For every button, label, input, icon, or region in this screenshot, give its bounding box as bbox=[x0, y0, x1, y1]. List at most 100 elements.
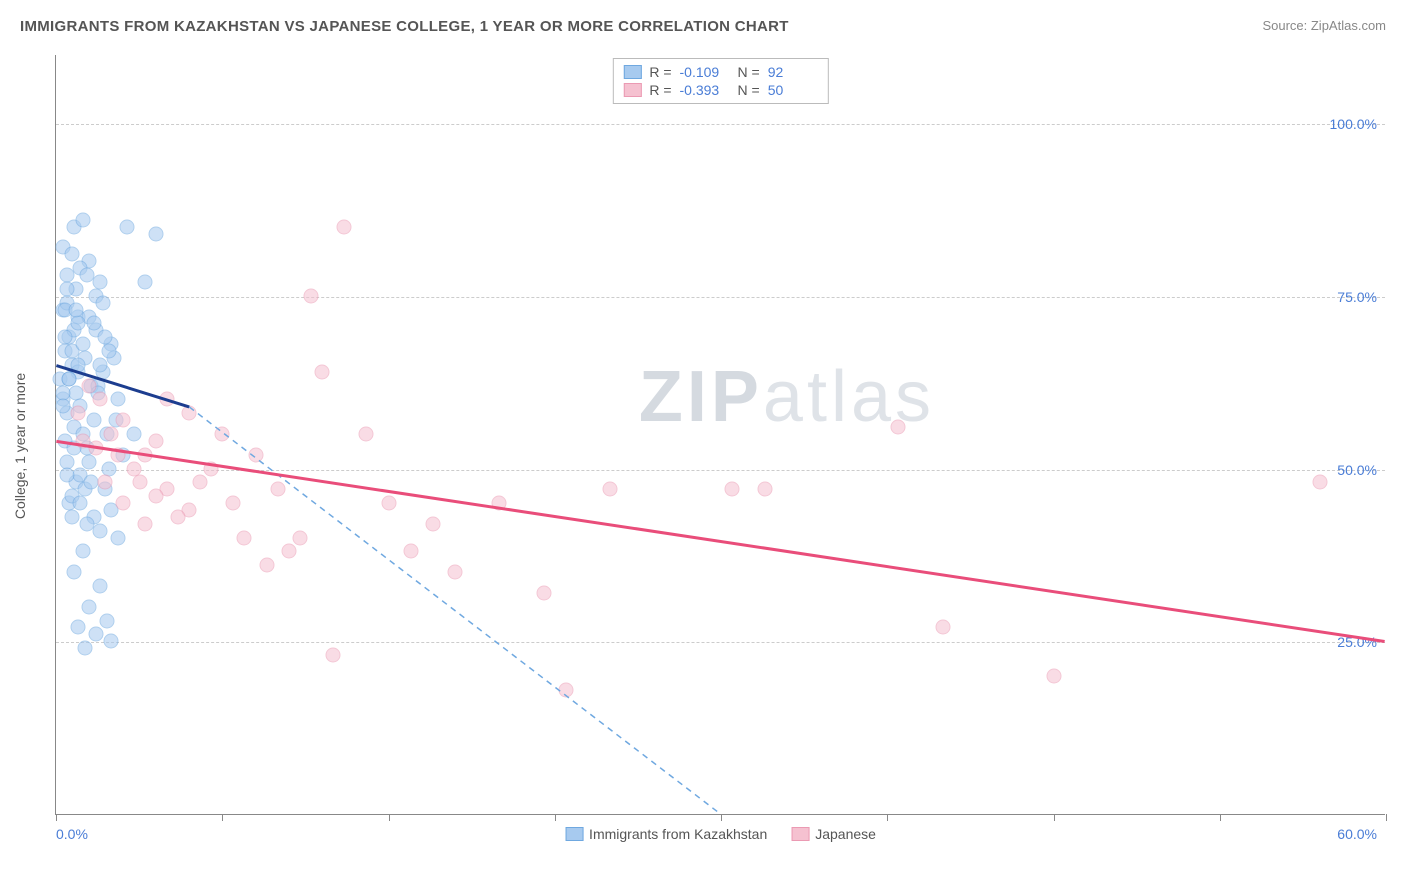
data-point bbox=[111, 447, 126, 462]
data-point bbox=[725, 482, 740, 497]
data-point bbox=[119, 219, 134, 234]
data-point bbox=[248, 447, 263, 462]
data-point bbox=[891, 420, 906, 435]
data-point bbox=[60, 454, 75, 469]
swatch-japanese bbox=[623, 83, 641, 97]
r-value-1: -0.109 bbox=[680, 64, 730, 80]
data-point bbox=[337, 219, 352, 234]
data-point bbox=[73, 496, 88, 511]
data-point bbox=[97, 475, 112, 490]
swatch-kazakhstan bbox=[623, 65, 641, 79]
y-axis-label: College, 1 year or more bbox=[12, 373, 28, 519]
data-point bbox=[126, 427, 141, 442]
data-point bbox=[292, 530, 307, 545]
x-tick bbox=[1054, 814, 1055, 821]
data-point bbox=[88, 440, 103, 455]
data-point bbox=[403, 544, 418, 559]
data-point bbox=[603, 482, 618, 497]
data-point bbox=[75, 212, 90, 227]
legend-correlation: R = -0.109 N = 92 R = -0.393 N = 50 bbox=[612, 58, 828, 104]
data-point bbox=[86, 316, 101, 331]
data-point bbox=[425, 516, 440, 531]
data-point bbox=[62, 371, 77, 386]
swatch-icon bbox=[565, 827, 583, 841]
gridline bbox=[56, 124, 1385, 125]
data-point bbox=[68, 302, 83, 317]
data-point bbox=[93, 523, 108, 538]
y-tick-label: 100.0% bbox=[1330, 116, 1377, 132]
data-point bbox=[1046, 668, 1061, 683]
data-point bbox=[193, 475, 208, 490]
data-point bbox=[88, 627, 103, 642]
data-point bbox=[71, 316, 86, 331]
legend-row-2: R = -0.393 N = 50 bbox=[623, 81, 817, 99]
x-tick bbox=[222, 814, 223, 821]
data-point bbox=[99, 613, 114, 628]
data-point bbox=[137, 447, 152, 462]
data-point bbox=[80, 268, 95, 283]
data-point bbox=[57, 330, 72, 345]
data-point bbox=[137, 275, 152, 290]
data-point bbox=[226, 496, 241, 511]
legend-label: Japanese bbox=[815, 826, 876, 842]
x-min-label: 0.0% bbox=[56, 826, 88, 842]
data-point bbox=[82, 454, 97, 469]
data-point bbox=[75, 544, 90, 559]
trend-lines-svg bbox=[56, 55, 1385, 814]
data-point bbox=[303, 288, 318, 303]
data-point bbox=[60, 468, 75, 483]
source-label: Source: ZipAtlas.com bbox=[1262, 18, 1386, 33]
x-tick bbox=[555, 814, 556, 821]
data-point bbox=[237, 530, 252, 545]
gridline bbox=[56, 642, 1385, 643]
data-point bbox=[326, 648, 341, 663]
legend-label: Immigrants from Kazakhstan bbox=[589, 826, 767, 842]
data-point bbox=[359, 427, 374, 442]
data-point bbox=[82, 378, 97, 393]
legend-row-1: R = -0.109 N = 92 bbox=[623, 63, 817, 81]
n-value-2: 50 bbox=[768, 82, 818, 98]
r-label-2: R = bbox=[649, 82, 671, 98]
data-point bbox=[270, 482, 285, 497]
r-value-2: -0.393 bbox=[680, 82, 730, 98]
data-point bbox=[80, 516, 95, 531]
data-point bbox=[215, 427, 230, 442]
data-point bbox=[64, 509, 79, 524]
data-point bbox=[935, 620, 950, 635]
data-point bbox=[66, 565, 81, 580]
data-point bbox=[259, 558, 274, 573]
data-point bbox=[558, 682, 573, 697]
data-point bbox=[182, 406, 197, 421]
data-point bbox=[381, 496, 396, 511]
data-point bbox=[75, 433, 90, 448]
data-point bbox=[102, 461, 117, 476]
x-max-label: 60.0% bbox=[1337, 826, 1377, 842]
data-point bbox=[115, 413, 130, 428]
data-point bbox=[111, 530, 126, 545]
data-point bbox=[204, 461, 219, 476]
data-point bbox=[315, 364, 330, 379]
data-point bbox=[93, 275, 108, 290]
x-tick bbox=[1386, 814, 1387, 821]
data-point bbox=[55, 399, 70, 414]
legend-item-kazakhstan: Immigrants from Kazakhstan bbox=[565, 826, 767, 842]
data-point bbox=[536, 585, 551, 600]
data-point bbox=[448, 565, 463, 580]
data-point bbox=[71, 620, 86, 635]
n-label-1: N = bbox=[738, 64, 760, 80]
n-label-2: N = bbox=[738, 82, 760, 98]
data-point bbox=[126, 461, 141, 476]
data-point bbox=[111, 392, 126, 407]
chart-title: IMMIGRANTS FROM KAZAKHSTAN VS JAPANESE C… bbox=[20, 18, 789, 35]
y-tick-label: 75.0% bbox=[1337, 289, 1377, 305]
data-point bbox=[102, 344, 117, 359]
data-point bbox=[148, 433, 163, 448]
data-point bbox=[148, 226, 163, 241]
plot-area: ZIPatlas R = -0.109 N = 92 R = -0.393 N … bbox=[55, 55, 1385, 815]
data-point bbox=[1312, 475, 1327, 490]
data-point bbox=[104, 634, 119, 649]
data-point bbox=[75, 337, 90, 352]
data-point bbox=[148, 489, 163, 504]
data-point bbox=[93, 579, 108, 594]
data-point bbox=[55, 385, 70, 400]
